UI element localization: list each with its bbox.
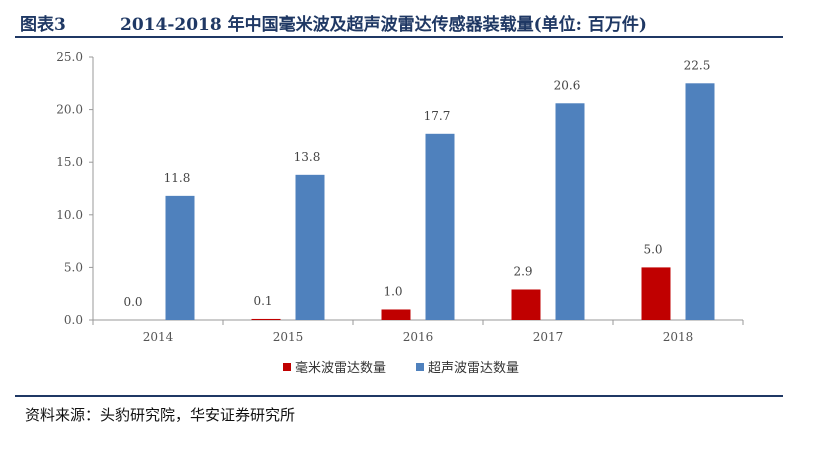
data-label: 20.6 xyxy=(554,78,581,92)
y-tick-label: 20.0 xyxy=(56,103,83,117)
bottom-rule xyxy=(15,395,783,397)
y-tick-label: 0.0 xyxy=(64,313,83,327)
legend-swatch xyxy=(416,363,424,371)
source-note: 资料来源：头豹研究院，华安证券研究所 xyxy=(25,406,296,424)
x-tick-label: 2018 xyxy=(663,330,694,344)
data-label: 13.8 xyxy=(294,150,321,164)
data-label: 0.1 xyxy=(253,294,272,308)
figure-label: 图表3 xyxy=(20,15,66,35)
data-label: 0.0 xyxy=(123,295,142,309)
data-label: 1.0 xyxy=(383,284,402,298)
y-tick-label: 5.0 xyxy=(64,260,83,274)
x-tick-label: 2017 xyxy=(533,330,564,344)
legend-swatch xyxy=(283,363,291,371)
bar xyxy=(555,103,585,321)
legend-label: 超声波雷达数量 xyxy=(428,361,519,376)
y-tick-label: 15.0 xyxy=(56,155,83,169)
figure-header: 图表3 2014-2018 年中国毫米波及超声波雷达传感器装载量(单位: 百万件… xyxy=(0,0,814,38)
bar xyxy=(165,195,195,320)
chart-title: 2014-2018 年中国毫米波及超声波雷达传感器装载量(单位: 百万件) xyxy=(120,15,647,35)
bar xyxy=(381,309,411,320)
bar xyxy=(685,83,715,320)
top-rule xyxy=(15,36,783,38)
data-label: 17.7 xyxy=(424,109,451,123)
x-tick-label: 2015 xyxy=(273,330,304,344)
data-label: 2.9 xyxy=(513,264,532,278)
y-tick-label: 10.0 xyxy=(56,208,83,222)
y-tick-label: 25.0 xyxy=(56,50,83,64)
x-tick-label: 2014 xyxy=(143,330,174,344)
bar-chart: 0.0 5.0 10.0 15.0 20.0 25.0 2014 2015 2016 2017 20… xyxy=(56,50,744,376)
bar xyxy=(251,318,281,320)
bar xyxy=(425,133,455,320)
bar xyxy=(295,174,325,320)
data-label: 22.5 xyxy=(684,58,711,72)
data-label: 11.8 xyxy=(164,171,191,185)
data-label: 5.0 xyxy=(643,242,662,256)
bar xyxy=(511,289,541,320)
x-tick-label: 2016 xyxy=(403,330,434,344)
legend-label: 毫米波雷达数量 xyxy=(295,360,386,376)
bar xyxy=(641,267,671,320)
